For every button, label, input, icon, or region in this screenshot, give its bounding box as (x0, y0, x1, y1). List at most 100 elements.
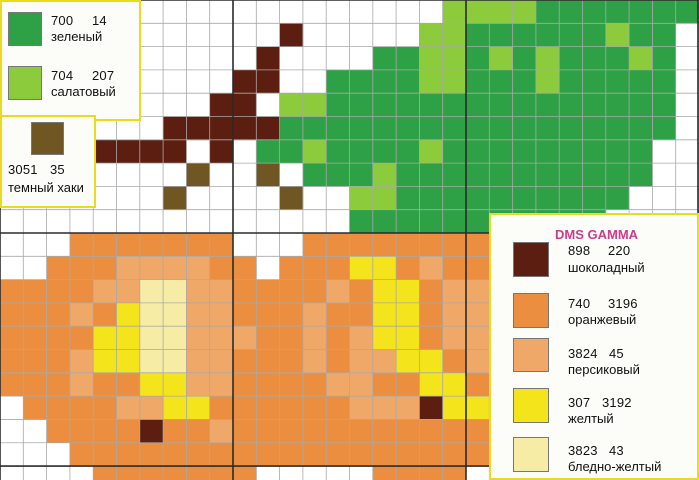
color-swatch (513, 437, 549, 472)
stitch-cell (489, 0, 513, 24)
stitch-cell (93, 419, 117, 444)
stitch-cell (279, 349, 304, 374)
stitch-cell (652, 23, 676, 47)
color-name: оранжевый (568, 312, 637, 327)
stitch-cell (396, 233, 420, 257)
thread-number: 3192 (602, 395, 632, 410)
stitch-cell (326, 372, 350, 397)
stitch-cell (233, 442, 257, 467)
stitch-cell (349, 93, 374, 117)
stitch-cell (489, 116, 513, 141)
stitch-cell (326, 69, 350, 94)
stitch-cell (233, 256, 257, 280)
stitch-cell (139, 466, 164, 480)
stitch-cell (372, 349, 397, 374)
stitch-cell (396, 442, 420, 467)
stitch-cell (233, 302, 257, 327)
thread-code: 3824 (568, 346, 598, 361)
stitch-cell (163, 326, 187, 350)
stitch-cell (233, 279, 257, 304)
stitch-cell (349, 116, 374, 141)
stitch-cell (139, 326, 164, 350)
stitch-cell (186, 233, 210, 257)
stitch-cell (349, 139, 374, 164)
stitch-cell (256, 396, 280, 420)
stitch-cell (419, 372, 443, 397)
stitch-cell (69, 302, 94, 327)
stitch-cell (69, 419, 94, 444)
stitch-cell (372, 256, 397, 280)
stitch-cell (349, 372, 374, 397)
stitch-cell (256, 349, 280, 374)
stitch-cell (419, 396, 443, 420)
stitch-cell (139, 233, 164, 257)
stitch-cell (233, 372, 257, 397)
stitch-cell (442, 302, 467, 327)
stitch-cell (442, 466, 467, 480)
thread-code: 898 (568, 243, 591, 258)
stitch-cell (326, 302, 350, 327)
stitch-cell (209, 233, 234, 257)
stitch-cell (116, 233, 141, 257)
stitch-cell (372, 69, 397, 94)
stitch-cell (396, 46, 420, 71)
stitch-cell (233, 93, 257, 117)
thread-number: 220 (608, 243, 631, 258)
stitch-cell (466, 279, 490, 304)
color-swatch (513, 388, 549, 423)
stitch-cell (186, 396, 210, 420)
stitch-cell (512, 23, 537, 47)
stitch-cell (442, 116, 467, 141)
stitch-cell (419, 326, 443, 350)
stitch-cell (605, 186, 630, 211)
stitch-cell (93, 442, 117, 467)
stitch-cell (535, 69, 560, 94)
stitch-cell (466, 93, 490, 117)
stitch-cell (372, 442, 397, 467)
stitch-cell (209, 279, 234, 304)
stitch-cell (186, 256, 210, 280)
stitch-cell (582, 93, 607, 117)
stitch-cell (419, 209, 443, 234)
stitch-cell (442, 326, 467, 350)
stitch-cell (466, 186, 490, 211)
stitch-cell (489, 93, 513, 117)
color-swatch (513, 293, 549, 328)
stitch-cell (23, 302, 47, 327)
stitch-cell (233, 69, 257, 94)
stitch-cell (209, 302, 234, 327)
legend-dms-gamma: DMS GAMMA 898 220 шоколадный 740 3196 ор… (489, 213, 699, 480)
stitch-cell (326, 279, 350, 304)
stitch-cell (93, 372, 117, 397)
stitch-cell (466, 233, 490, 257)
stitch-cell (326, 139, 350, 164)
stitch-cell (93, 349, 117, 374)
stitch-cell (0, 349, 24, 374)
color-name: зеленый (51, 29, 103, 44)
stitch-cell (46, 302, 71, 327)
stitch-cell (396, 326, 420, 350)
stitch-cell (93, 233, 117, 257)
stitch-cell (466, 349, 490, 374)
stitch-cell (559, 23, 583, 47)
stitch-cell (116, 349, 141, 374)
stitch-cell (163, 302, 187, 327)
stitch-cell (302, 419, 327, 444)
stitch-cell (279, 372, 304, 397)
color-name: персиковый (568, 362, 640, 377)
stitch-cell (116, 256, 141, 280)
color-swatch (31, 122, 64, 155)
stitch-cell (582, 0, 607, 24)
stitch-cell (535, 116, 560, 141)
stitch-cell (46, 396, 71, 420)
color-name: темный хаки (8, 180, 84, 195)
stitch-cell (69, 372, 94, 397)
stitch-cell (349, 349, 374, 374)
stitch-cell (256, 279, 280, 304)
stitch-cell (279, 256, 304, 280)
stitch-cell (186, 163, 210, 187)
stitch-cell (69, 326, 94, 350)
stitch-cell (419, 116, 443, 141)
stitch-cell (256, 139, 280, 164)
stitch-cell (163, 442, 187, 467)
